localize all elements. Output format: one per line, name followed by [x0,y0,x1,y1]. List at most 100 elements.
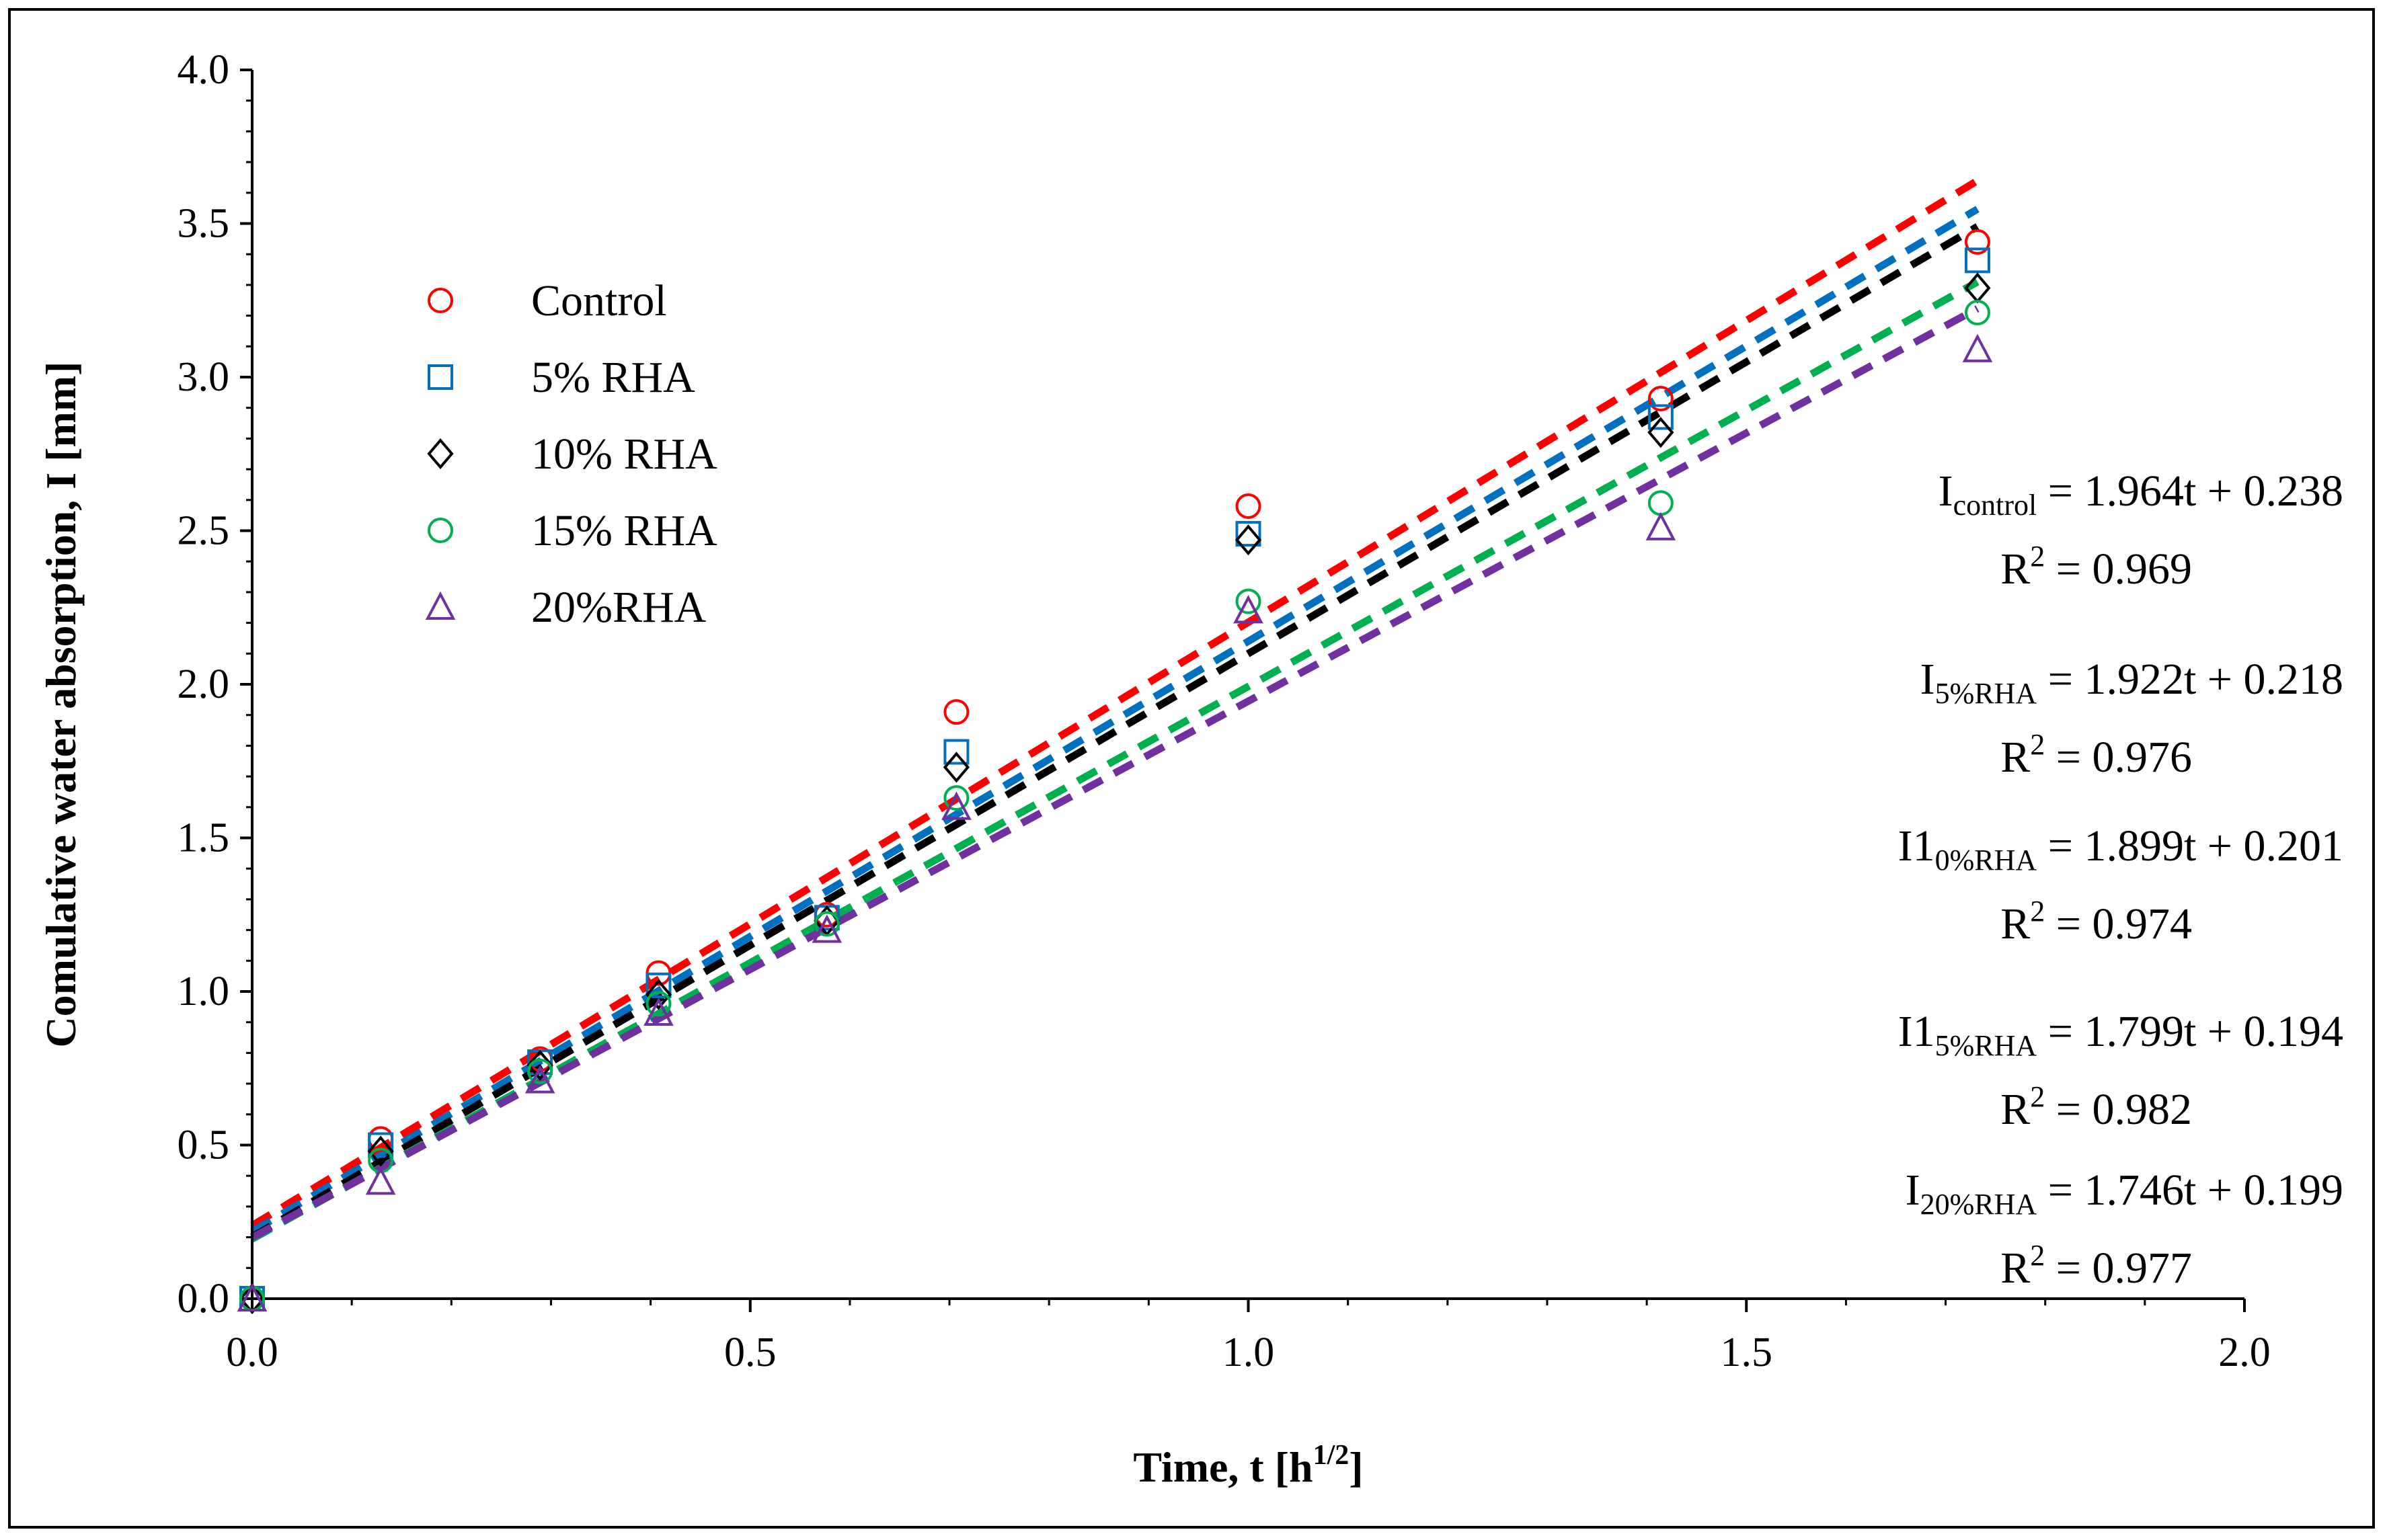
data-point [943,699,970,725]
data-point [1964,229,1990,255]
r-squared-label: R [2000,544,2030,594]
r-squared: R2 = 0.969 [2000,540,2192,594]
data-point [1964,300,1990,326]
equation-lhs: I [1939,467,1953,516]
equation-rhs: = 1.922t + 0.218 [2037,655,2343,704]
r-squared-value: = 0.974 [2045,899,2192,948]
equation-subscript: 20%RHA [1920,1188,2037,1221]
data-point [527,1058,553,1084]
r-squared: R2 = 0.982 [2000,1080,2192,1134]
fit-equation: I5%RHA = 1.922t + 0.218 [1920,655,2343,710]
r-squared-value: = 0.969 [2045,544,2192,594]
x-axis-title-main: Time, t [h [1133,1443,1313,1491]
r-squared-label: R [2000,1085,2030,1134]
equation-subscript: 5%RHA [1935,1029,2037,1062]
x-tick-label: 1.0 [1222,1330,1275,1375]
r-squared-label: R [2000,1244,2030,1293]
equation-lhs: I1 [1898,821,1935,870]
x-axis-title-sup: 1/2 [1313,1440,1349,1471]
markers [237,229,1993,1315]
data-point [524,1065,555,1094]
y-tick-label: 4.0 [178,47,230,93]
x-ticks: 0.0 0.5 1.0 1.5 2.0 [226,1299,2271,1375]
equation-lhs: I [1906,1166,1920,1215]
data-point [941,791,972,820]
data-point [1235,524,1262,556]
r-squared: R2 = 0.977 [2000,1239,2192,1293]
data-point [1962,333,1993,362]
r-squared-label: R [2000,733,2030,782]
data-point [814,911,840,937]
fit-equation: I10%RHA = 1.899t + 0.201 [1898,821,2343,877]
r-squared-value: = 0.982 [2045,1085,2192,1134]
r-squared-sup: 2 [2030,728,2045,761]
equation-lhs: I [1920,655,1935,704]
data-point [643,997,674,1026]
r-squared-value: = 0.977 [2045,1244,2192,1293]
legend-label: 5% RHA [531,353,695,402]
data-point [367,1135,394,1167]
data-point [943,752,970,783]
y-ticks: 0.0 0.5 1.0 1.5 2.0 2.5 3.0 3.5 4.0 [178,47,252,1322]
data-point [368,1132,394,1158]
x-tick-label: 1.5 [1721,1330,1773,1375]
data-point [812,914,843,943]
data-point [943,785,970,811]
legend: Control 5% RHA 10% RHA 15% RHA 20%RHA [425,276,717,632]
legend-label: 10% RHA [531,430,717,479]
legend-label: 20%RHA [531,583,707,632]
x-tick-label: 2.0 [2218,1330,2271,1375]
equation-rhs: = 1.899t + 0.201 [2037,821,2343,870]
fit-line [250,206,1980,1235]
y-tick-label: 1.5 [178,815,230,861]
x-axis-title-end: ] [1349,1443,1363,1491]
legend-marker [428,518,453,543]
figure-frame [8,8,2375,1529]
y-tick-label: 0.5 [178,1123,230,1168]
data-point [1235,588,1261,614]
fit-line [250,305,1980,1241]
y-tick-label: 0.0 [178,1276,230,1322]
y-tick-label: 1.0 [178,969,230,1014]
r-squared-sup: 2 [2030,1239,2045,1272]
r-squared-sup: 2 [2030,1080,2045,1113]
x-axis-title: Time, t [h1/2] [1133,1440,1363,1491]
data-point [1647,417,1674,448]
fit-lines [250,177,1980,1243]
r-squared-sup: 2 [2030,540,2045,573]
data-point [237,1283,268,1311]
fit-line [250,177,1980,1229]
data-point [526,1049,553,1081]
y-tick-label: 2.5 [178,508,230,554]
equation-rhs: = 1.799t + 0.194 [2037,1007,2343,1056]
legend-marker [428,288,453,313]
data-point [365,1166,396,1195]
data-point [645,991,672,1017]
data-point [645,979,672,1010]
equation-lhs: I1 [1898,1007,1935,1056]
r-squared: R2 = 0.976 [2000,728,2192,782]
r-squared-value: = 0.976 [2045,733,2192,782]
y-axis-title: Comulative water absorption, I [mm] [37,362,85,1048]
fit-line [250,223,1980,1240]
fit-equation: I15%RHA = 1.799t + 0.194 [1898,1007,2343,1062]
data-point [239,1283,266,1315]
fit-equation: I20%RHA = 1.746t + 0.199 [1906,1166,2343,1221]
legend-marker [428,364,453,390]
legend-marker [425,591,456,620]
equation-rhs: = 1.746t + 0.199 [2037,1166,2343,1215]
legend-marker [427,438,454,470]
fit-equation: Icontrol = 1.964t + 0.238 [1939,467,2343,522]
data-point [645,972,672,998]
data-point [1233,595,1263,624]
data-point [1647,404,1674,430]
r-squared-sup: 2 [2030,895,2045,928]
equation-subscript: 0%RHA [1935,844,2037,877]
data-point [1964,247,1990,274]
data-point [1235,493,1261,519]
data-point [943,739,970,765]
y-tick-label: 2.0 [178,661,230,707]
axes: 0.0 0.5 1.0 1.5 2.0 2.5 3.0 3.5 4.0 0.0 0.5 1.0 1.5… [178,47,2271,1375]
